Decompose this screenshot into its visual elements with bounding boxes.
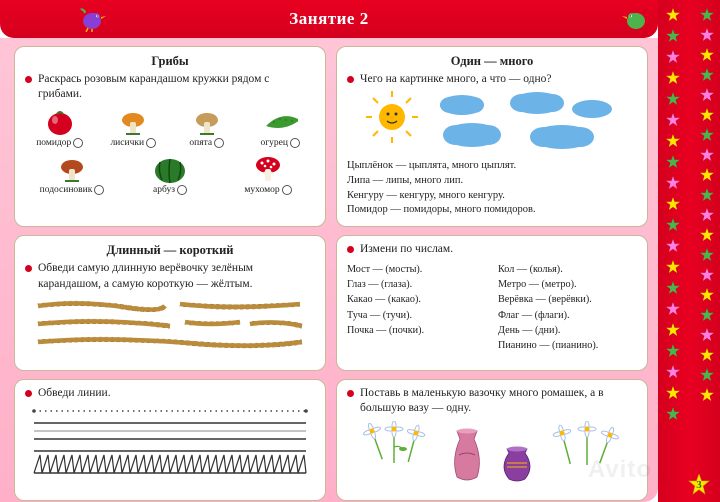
- answer-circle[interactable]: [282, 185, 292, 195]
- item-label: опята: [189, 137, 212, 150]
- list-item: Какао — (какао).: [347, 292, 486, 307]
- panel-long-short: Длинный — короткий Обведи самую длинную …: [14, 235, 326, 370]
- side-band: 3: [658, 0, 720, 502]
- panel-one-many-title: Один — много: [347, 53, 637, 70]
- answer-circle[interactable]: [214, 138, 224, 148]
- vase-short-icon: [504, 446, 530, 481]
- task-line: Чего на картинке много, а что — одно?: [347, 72, 637, 88]
- number-col-left: Мост — (мосты).Глаз — (глаза).Какао — (к…: [347, 262, 486, 354]
- item-подосиновик: подосиновик: [25, 154, 119, 197]
- bullet-icon: [25, 76, 32, 83]
- task-text: Измени по числам.: [360, 242, 637, 258]
- star-column-left: [666, 8, 680, 421]
- task-text: Чего на картинке много, а что — одно?: [360, 72, 637, 88]
- item-помидор: помидор: [25, 107, 95, 150]
- item-мухомор: мухомор: [221, 154, 315, 197]
- bullet-icon: [347, 76, 354, 83]
- bullet-icon: [25, 390, 32, 397]
- one-many-lines: Цыплёнок — цыплята, много цыплят.Липа — …: [347, 159, 637, 218]
- answer-circle[interactable]: [73, 138, 83, 148]
- task-text: Раскрась розовым карандашом кружки рядом…: [38, 72, 315, 103]
- vases-illustration: [347, 421, 637, 487]
- panel-trace: Обведи линии.: [14, 379, 326, 502]
- task-line: Поставь в маленькую вазочку много ромаше…: [347, 386, 637, 417]
- flower-icon: [551, 423, 579, 466]
- task-line: Обведи линии.: [25, 386, 315, 402]
- item-label: мухомор: [244, 184, 279, 197]
- list-item: Глаз — (глаза).: [347, 277, 486, 292]
- item-label: огурец: [261, 137, 288, 150]
- list-item: Помидор — помидоры, много помидоров.: [347, 203, 637, 218]
- items-row-1: помидор лисички опята огурец: [25, 107, 315, 150]
- item-огурец: огурец: [246, 107, 316, 150]
- sky-illustration: [347, 91, 637, 155]
- flower-icon: [385, 421, 407, 463]
- panel-long-short-title: Длинный — короткий: [25, 242, 315, 259]
- panel-one-many: Один — много Чего на картинке много, а ч…: [336, 46, 648, 227]
- list-item: Верёвка — (верёвки).: [498, 292, 637, 307]
- task-text: Обведи линии.: [38, 386, 315, 402]
- bullet-icon: [347, 246, 354, 253]
- list-item: Кенгуру — кенгуру, много кенгуру.: [347, 189, 637, 204]
- bullet-icon: [25, 265, 32, 272]
- list-item: Цыплёнок — цыплята, много цыплят.: [347, 159, 637, 174]
- ropes-illustration: [25, 296, 315, 356]
- answer-circle[interactable]: [290, 138, 300, 148]
- task-line: Обведи самую длинную верёвочку зелёным к…: [25, 261, 315, 292]
- panel-vases: Поставь в маленькую вазочку много ромаше…: [336, 379, 648, 502]
- task-line: Измени по числам.: [347, 242, 637, 258]
- trace-illustration: [25, 405, 315, 479]
- bullet-icon: [347, 390, 354, 397]
- panel-mushrooms: Грибы Раскрась розовым карандашом кружки…: [14, 46, 326, 227]
- panel-mushrooms-title: Грибы: [25, 53, 315, 70]
- list-item: Пианино — (пианино).: [498, 338, 637, 353]
- page-number: 3: [688, 474, 710, 496]
- list-item: Туча — (тучи).: [347, 308, 486, 323]
- item-label: лисички: [110, 137, 144, 150]
- sun-icon: [366, 91, 418, 143]
- item-опята: опята: [172, 107, 242, 150]
- cloud-icon: [440, 92, 612, 149]
- number-columns: Мост — (мосты).Глаз — (глаза).Какао — (к…: [347, 262, 637, 354]
- task-text: Поставь в маленькую вазочку много ромаше…: [360, 386, 637, 417]
- vase-tall-icon: [455, 428, 480, 480]
- bird-right-icon: [620, 6, 650, 32]
- panel-numbers: Измени по числам. Мост — (мосты).Глаз — …: [336, 235, 648, 370]
- bird-left-icon: [78, 6, 108, 32]
- flower-icon: [591, 424, 621, 466]
- task-line: Раскрась розовым карандашом кружки рядом…: [25, 72, 315, 103]
- answer-circle[interactable]: [177, 185, 187, 195]
- list-item: День — (дни).: [498, 323, 637, 338]
- list-item: Метро — (метро).: [498, 277, 637, 292]
- answer-circle[interactable]: [146, 138, 156, 148]
- item-label: подосиновик: [40, 184, 93, 197]
- flower-icon: [578, 421, 596, 465]
- list-item: Флаг — (флаги).: [498, 308, 637, 323]
- item-арбуз: арбуз: [123, 154, 217, 197]
- list-item: Мост — (мосты).: [347, 262, 486, 277]
- flower-icon: [400, 423, 427, 464]
- number-col-right: Кол — (колья).Метро — (метро).Верёвка — …: [498, 262, 637, 354]
- answer-circle[interactable]: [94, 185, 104, 195]
- page-number-text: 3: [696, 479, 702, 491]
- item-label: помидор: [36, 137, 71, 150]
- task-text: Обведи самую длинную верёвочку зелёным к…: [38, 261, 315, 292]
- item-лисички: лисички: [99, 107, 169, 150]
- content-area: Грибы Раскрась розовым карандашом кружки…: [0, 38, 658, 502]
- item-label: арбуз: [153, 184, 175, 197]
- list-item: Почка — (почки).: [347, 323, 486, 338]
- list-item: Кол — (колья).: [498, 262, 637, 277]
- page-title: Занятие 2: [289, 9, 368, 29]
- list-item: Липа — липы, много лип.: [347, 174, 637, 189]
- items-row-2: подосиновик арбуз мухомор: [25, 154, 315, 197]
- header: Занятие 2: [0, 0, 658, 38]
- star-column-right: [700, 8, 714, 402]
